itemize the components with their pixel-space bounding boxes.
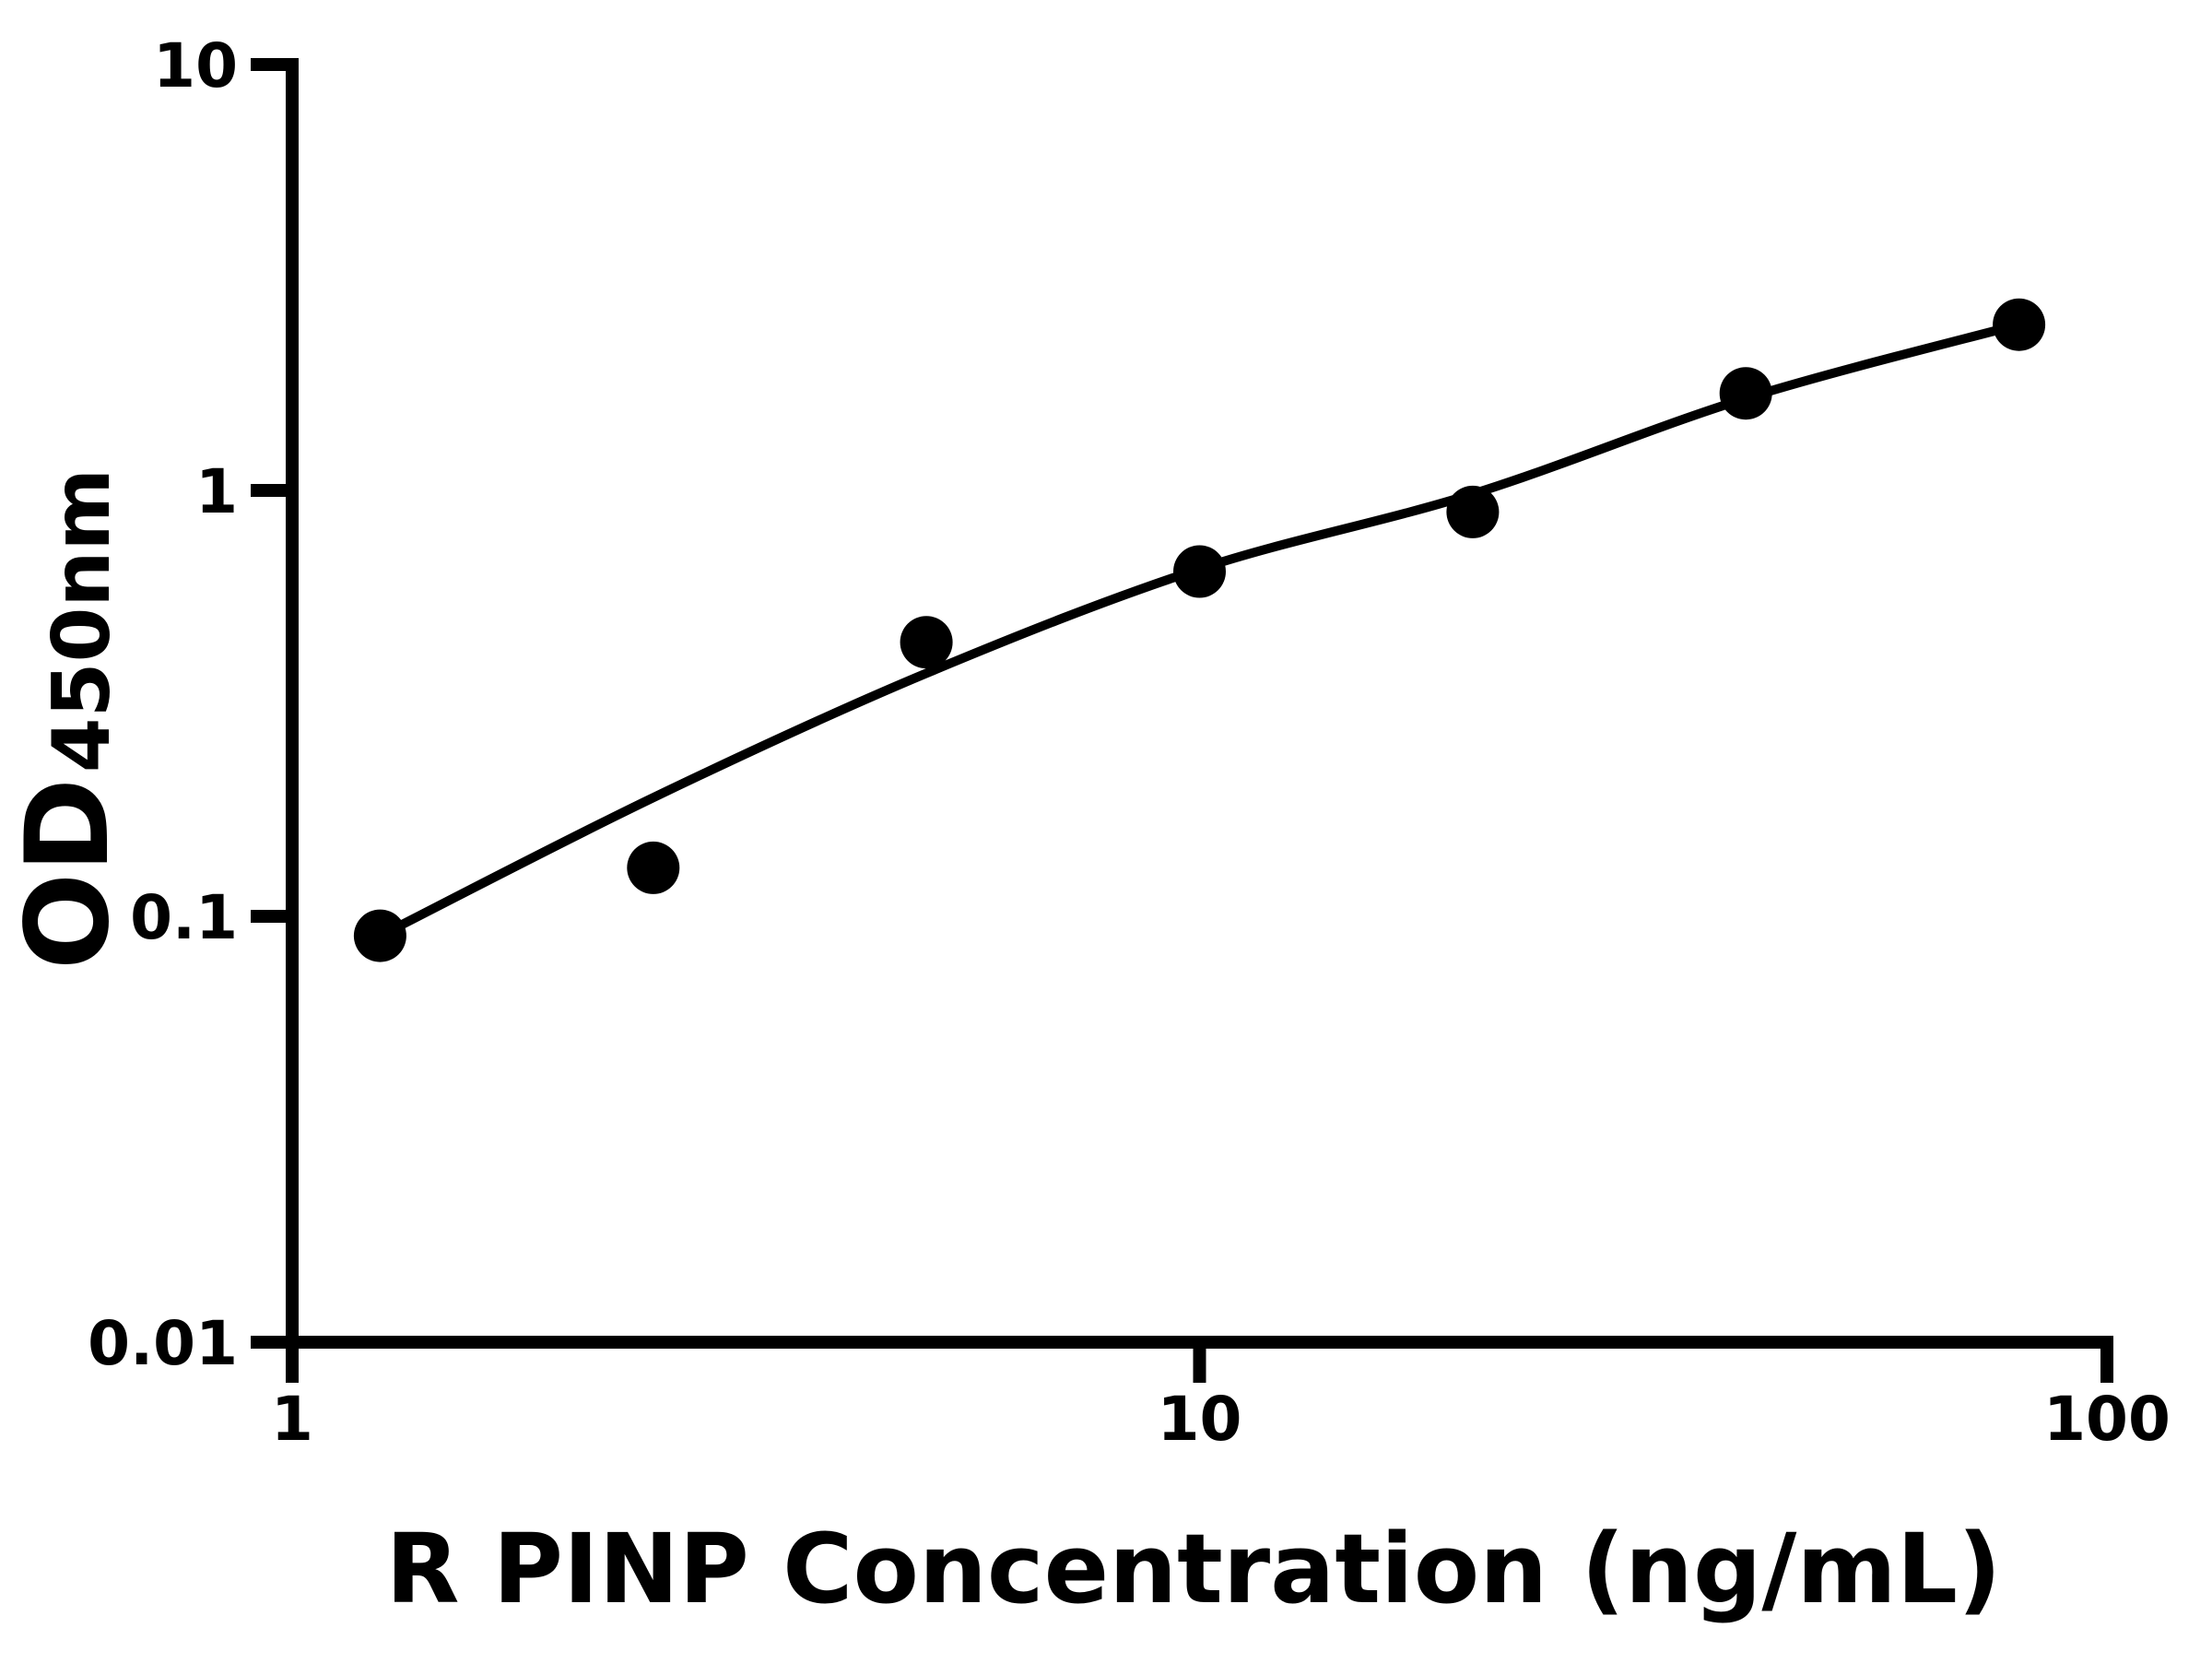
x-tick-label: 10 [1158, 1384, 1242, 1455]
y-axis-title: OD 450nm [2, 468, 135, 970]
fit-curve-group [375, 320, 2024, 941]
y-axis-ticks: 0.01 0.1 1 10 [88, 30, 292, 1379]
y-tick-label: 1 [195, 456, 238, 527]
data-point [1993, 298, 2046, 351]
data-point [1446, 485, 1500, 538]
y-tick-label: 0.1 [130, 882, 238, 953]
x-tick-label: 100 [2043, 1384, 2171, 1455]
data-point [353, 909, 406, 962]
fit-curve [375, 320, 2024, 941]
x-tick-label: 1 [271, 1384, 313, 1455]
data-point [627, 841, 680, 894]
data-point [1719, 367, 1772, 420]
x-axis-ticks: 1 10 100 [271, 1342, 2171, 1455]
y-tick-label: 10 [153, 30, 238, 101]
y-axis-title-subscript: 450nm [36, 468, 128, 773]
data-point [900, 616, 953, 669]
data-point [1173, 545, 1226, 598]
data-points-group [353, 298, 2046, 962]
y-axis-title-main: OD [2, 778, 135, 970]
x-axis-title: R PINP Concentration (ng/mL) [385, 1513, 2001, 1625]
y-tick-label: 0.01 [88, 1308, 238, 1379]
